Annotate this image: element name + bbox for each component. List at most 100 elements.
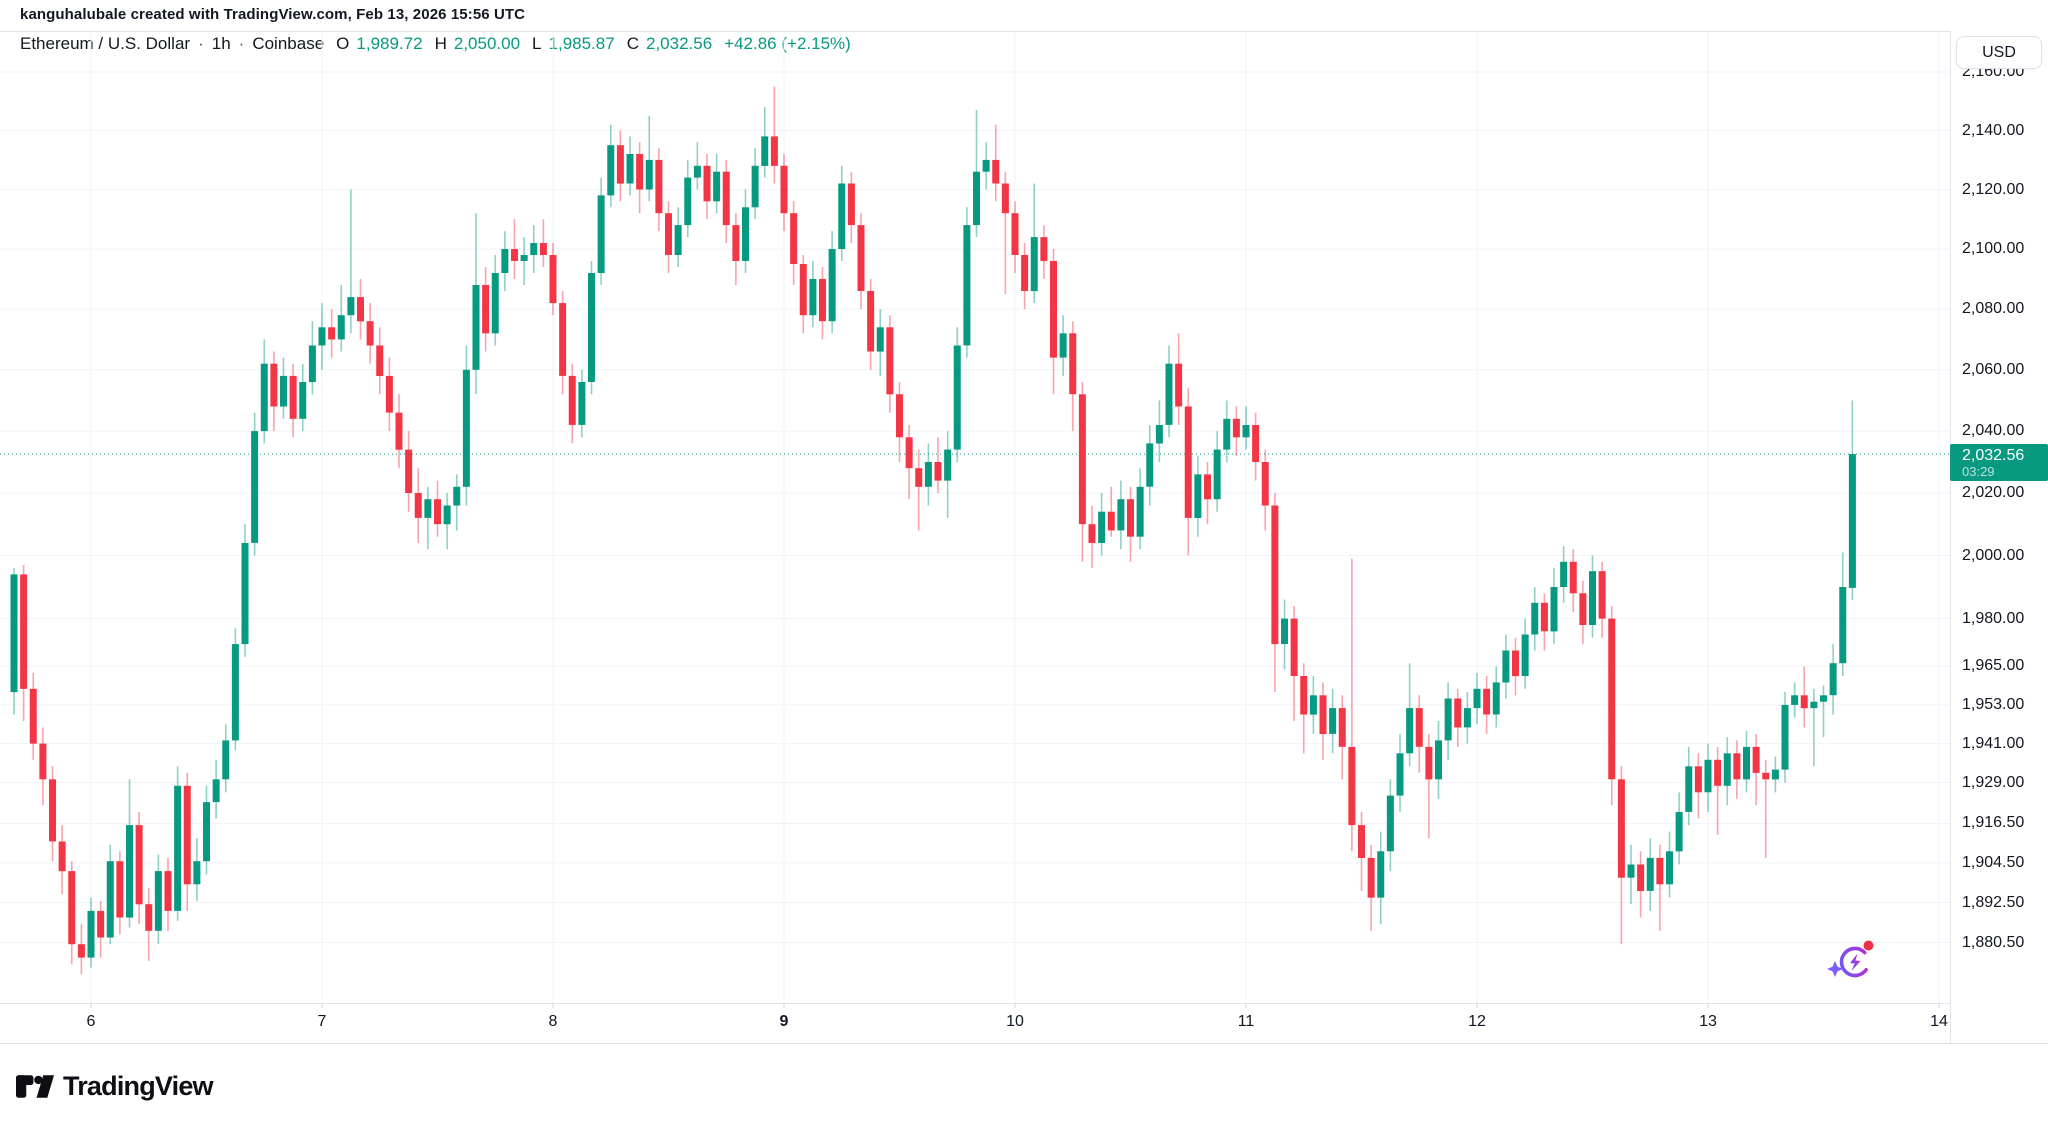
candle-body [1242,425,1250,438]
candle-body [203,802,210,862]
time-axis-label[interactable]: 13 [1699,1013,1717,1030]
symbol-legend[interactable]: Ethereum / U.S. Dollar · 1h · Coinbase O… [20,33,851,55]
candle-body [20,574,28,689]
price-axis-label[interactable]: 2,000.00 [1962,546,2025,564]
candle-body [106,861,114,938]
price-axis-label[interactable]: 1,916.50 [1962,814,2025,832]
exchange-label[interactable]: Coinbase [252,34,325,53]
candle-body [164,871,172,911]
candle-body [973,171,980,226]
candle-body [703,165,711,202]
price-axis-label[interactable]: 1,892.50 [1962,893,2025,911]
candle-body [1338,708,1346,747]
time-axis-label[interactable]: 8 [548,1013,558,1030]
time-axis-label[interactable]: 6 [86,1013,96,1030]
price-axis-label[interactable]: 1,980.00 [1962,609,2025,627]
candle-body [886,327,894,395]
candle-body [578,382,586,425]
candle-body [482,285,490,334]
candle-body [626,154,634,184]
candle-body [559,303,567,376]
price-axis-label[interactable]: 1,953.00 [1962,695,2025,713]
last-price-value: 2,032.56 [1962,447,2025,464]
currency-button[interactable]: USD [1956,36,2042,69]
candle-body [1839,587,1847,664]
candle-body [193,861,201,885]
price-axis-label[interactable]: 2,040.00 [1962,422,2025,440]
price-axis-label[interactable]: 2,080.00 [1962,300,2025,318]
price-axis-label[interactable]: 1,880.50 [1962,933,2025,951]
candle-body [953,345,961,450]
tradingview-logo[interactable]: TradingView [16,1071,214,1102]
time-axis-label[interactable]: 11 [1237,1013,1255,1030]
candle-body [770,136,778,166]
candle-body [405,449,413,493]
candle-body [1694,766,1702,793]
candle-body [251,431,259,543]
time-axis-label[interactable]: 9 [779,1013,789,1030]
interval-label[interactable]: 1h [211,34,231,53]
low-value: 1,985.87 [548,34,615,53]
candle-body [68,871,76,945]
candle-body [539,243,547,255]
candle-body [1752,746,1760,773]
price-axis-label[interactable]: 2,060.00 [1962,360,2025,378]
price-axis-label[interactable]: 2,140.00 [1962,121,2025,139]
candle-body [289,375,297,419]
candle-body [347,297,355,316]
candle-body [424,499,432,518]
candle-body [1762,772,1770,780]
candle-body [1165,363,1173,425]
candle-body [799,264,807,316]
candle-body [395,412,403,450]
price-axis-label[interactable]: 2,100.00 [1962,240,2025,257]
candle-body [790,213,798,264]
price-axis-label[interactable]: 2,020.00 [1962,484,2025,501]
candle-body [568,375,576,425]
candle-body [1829,663,1837,696]
lightning-bolt [1850,953,1861,971]
candle-body [780,165,788,214]
candle-body [1184,406,1192,518]
price-axis-label[interactable]: 1,904.50 [1962,853,2025,871]
candle-body [1290,618,1298,676]
price-axis[interactable] [1951,31,2048,1043]
candle-body [270,363,278,407]
candle-body [1743,746,1750,780]
candle-body [819,279,826,322]
candle-body [1040,237,1048,261]
price-axis-border [1950,31,1951,1043]
candle-body [1030,237,1038,292]
candle-body [1309,695,1317,715]
candle-body [1791,695,1799,705]
symbol-name[interactable]: Ethereum / U.S. Dollar [20,34,191,53]
price-axis-label[interactable]: 1,929.00 [1962,773,2025,791]
time-axis-label[interactable]: 10 [1006,1013,1024,1030]
candle-body [443,505,451,525]
candle-body [1637,864,1645,891]
time-axis-label[interactable]: 12 [1468,1013,1486,1030]
price-axis-label[interactable]: 1,941.00 [1962,734,2025,752]
time-axis-label[interactable]: 14 [1930,1013,1948,1030]
candle-body [1531,602,1539,635]
legend-separator: · [238,34,245,53]
candle-body [1127,499,1134,537]
candle-body [992,159,1000,184]
candle-body [366,321,374,346]
boost-lightning-icon[interactable] [1824,934,1878,986]
candle-body [1646,857,1654,891]
candle-body [684,177,692,226]
price-axis-label[interactable]: 1,965.00 [1962,657,2025,675]
candle-body [328,327,336,340]
candle-body [847,183,855,226]
legend-separator: · [198,34,204,53]
attribution-text: kanguhalubale created with TradingView.c… [20,6,526,23]
price-axis-label[interactable]: 2,120.00 [1962,180,2025,198]
low-label: L [532,34,542,53]
time-axis-label[interactable]: 7 [317,1013,327,1030]
candle-body [1435,740,1442,780]
candle-body [1492,682,1500,715]
candle-body [1319,695,1327,734]
